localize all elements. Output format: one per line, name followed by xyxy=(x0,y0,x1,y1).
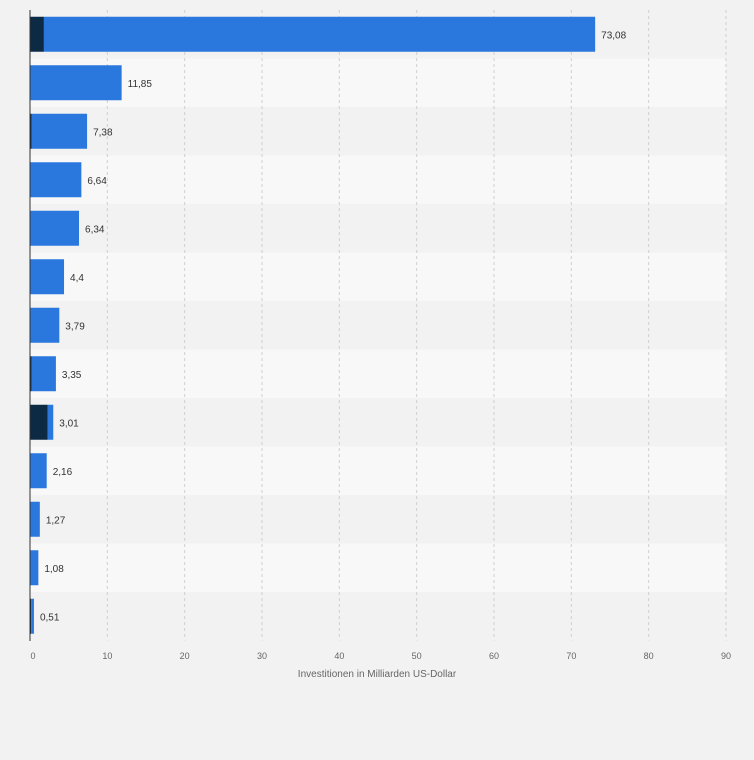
x-tick-label: 90 xyxy=(721,651,731,661)
row-band xyxy=(30,398,726,447)
row-band xyxy=(30,301,726,350)
bar-segment xyxy=(31,356,56,392)
row-band xyxy=(30,107,726,156)
row-band xyxy=(30,204,726,253)
row-band xyxy=(30,543,726,592)
bar-segment xyxy=(31,598,34,634)
bar-segment xyxy=(43,16,596,52)
row-band xyxy=(30,58,726,107)
data-label: 1,27 xyxy=(46,515,66,526)
data-label: 6,64 xyxy=(87,176,107,187)
bar-segment xyxy=(30,550,39,586)
x-tick-label: 50 xyxy=(412,651,422,661)
bar-segment xyxy=(31,113,88,149)
data-labels: 73,08 11,85 7,38 6,64 6,34 4,4 3,79 3,35 3,01 2,1… xyxy=(40,30,627,623)
x-axis-ticks: 0 10 20 30 40 50 60 70 80 90 xyxy=(30,651,731,661)
data-label: 3,01 xyxy=(59,418,79,429)
bar-segment xyxy=(30,162,82,198)
x-tick-label: 30 xyxy=(257,651,267,661)
row-band xyxy=(30,446,726,495)
x-tick-label: 80 xyxy=(644,651,654,661)
x-tick-label: 70 xyxy=(566,651,576,661)
bar-segment xyxy=(30,404,48,440)
x-tick-label: 60 xyxy=(489,651,499,661)
data-label: 7,38 xyxy=(93,127,113,138)
x-tick-label: 20 xyxy=(180,651,190,661)
x-axis-label: Investitionen in Milliarden US-Dollar xyxy=(298,669,457,680)
bar-segment xyxy=(30,307,60,343)
bar-segment xyxy=(30,210,80,246)
row-bands xyxy=(30,10,726,641)
row-band xyxy=(30,349,726,398)
data-label: 11,85 xyxy=(128,79,153,90)
bar-segment xyxy=(30,453,47,489)
data-label: 1,08 xyxy=(44,564,64,575)
x-tick-label: 10 xyxy=(102,651,112,661)
x-tick-label: 0 xyxy=(30,651,35,661)
bar-segment xyxy=(30,113,32,149)
bar-segment xyxy=(47,404,54,440)
x-tick-label: 40 xyxy=(334,651,344,661)
data-label: 6,34 xyxy=(85,224,105,235)
data-label: 3,79 xyxy=(65,321,85,332)
data-label: 0,51 xyxy=(40,612,60,623)
bar-segment xyxy=(30,65,122,101)
row-band xyxy=(30,252,726,301)
data-label: 73,08 xyxy=(601,30,626,41)
data-label: 2,16 xyxy=(53,467,73,478)
row-band xyxy=(30,155,726,204)
bar-segment xyxy=(30,356,32,392)
bars xyxy=(30,16,596,634)
bar-segment xyxy=(30,598,32,634)
row-band xyxy=(30,592,726,641)
bar-segment xyxy=(30,501,40,537)
bar-segment xyxy=(30,259,65,295)
row-band xyxy=(30,495,726,544)
data-label: 4,4 xyxy=(70,273,84,284)
data-label: 3,35 xyxy=(62,370,82,381)
bar-segment xyxy=(30,16,44,52)
